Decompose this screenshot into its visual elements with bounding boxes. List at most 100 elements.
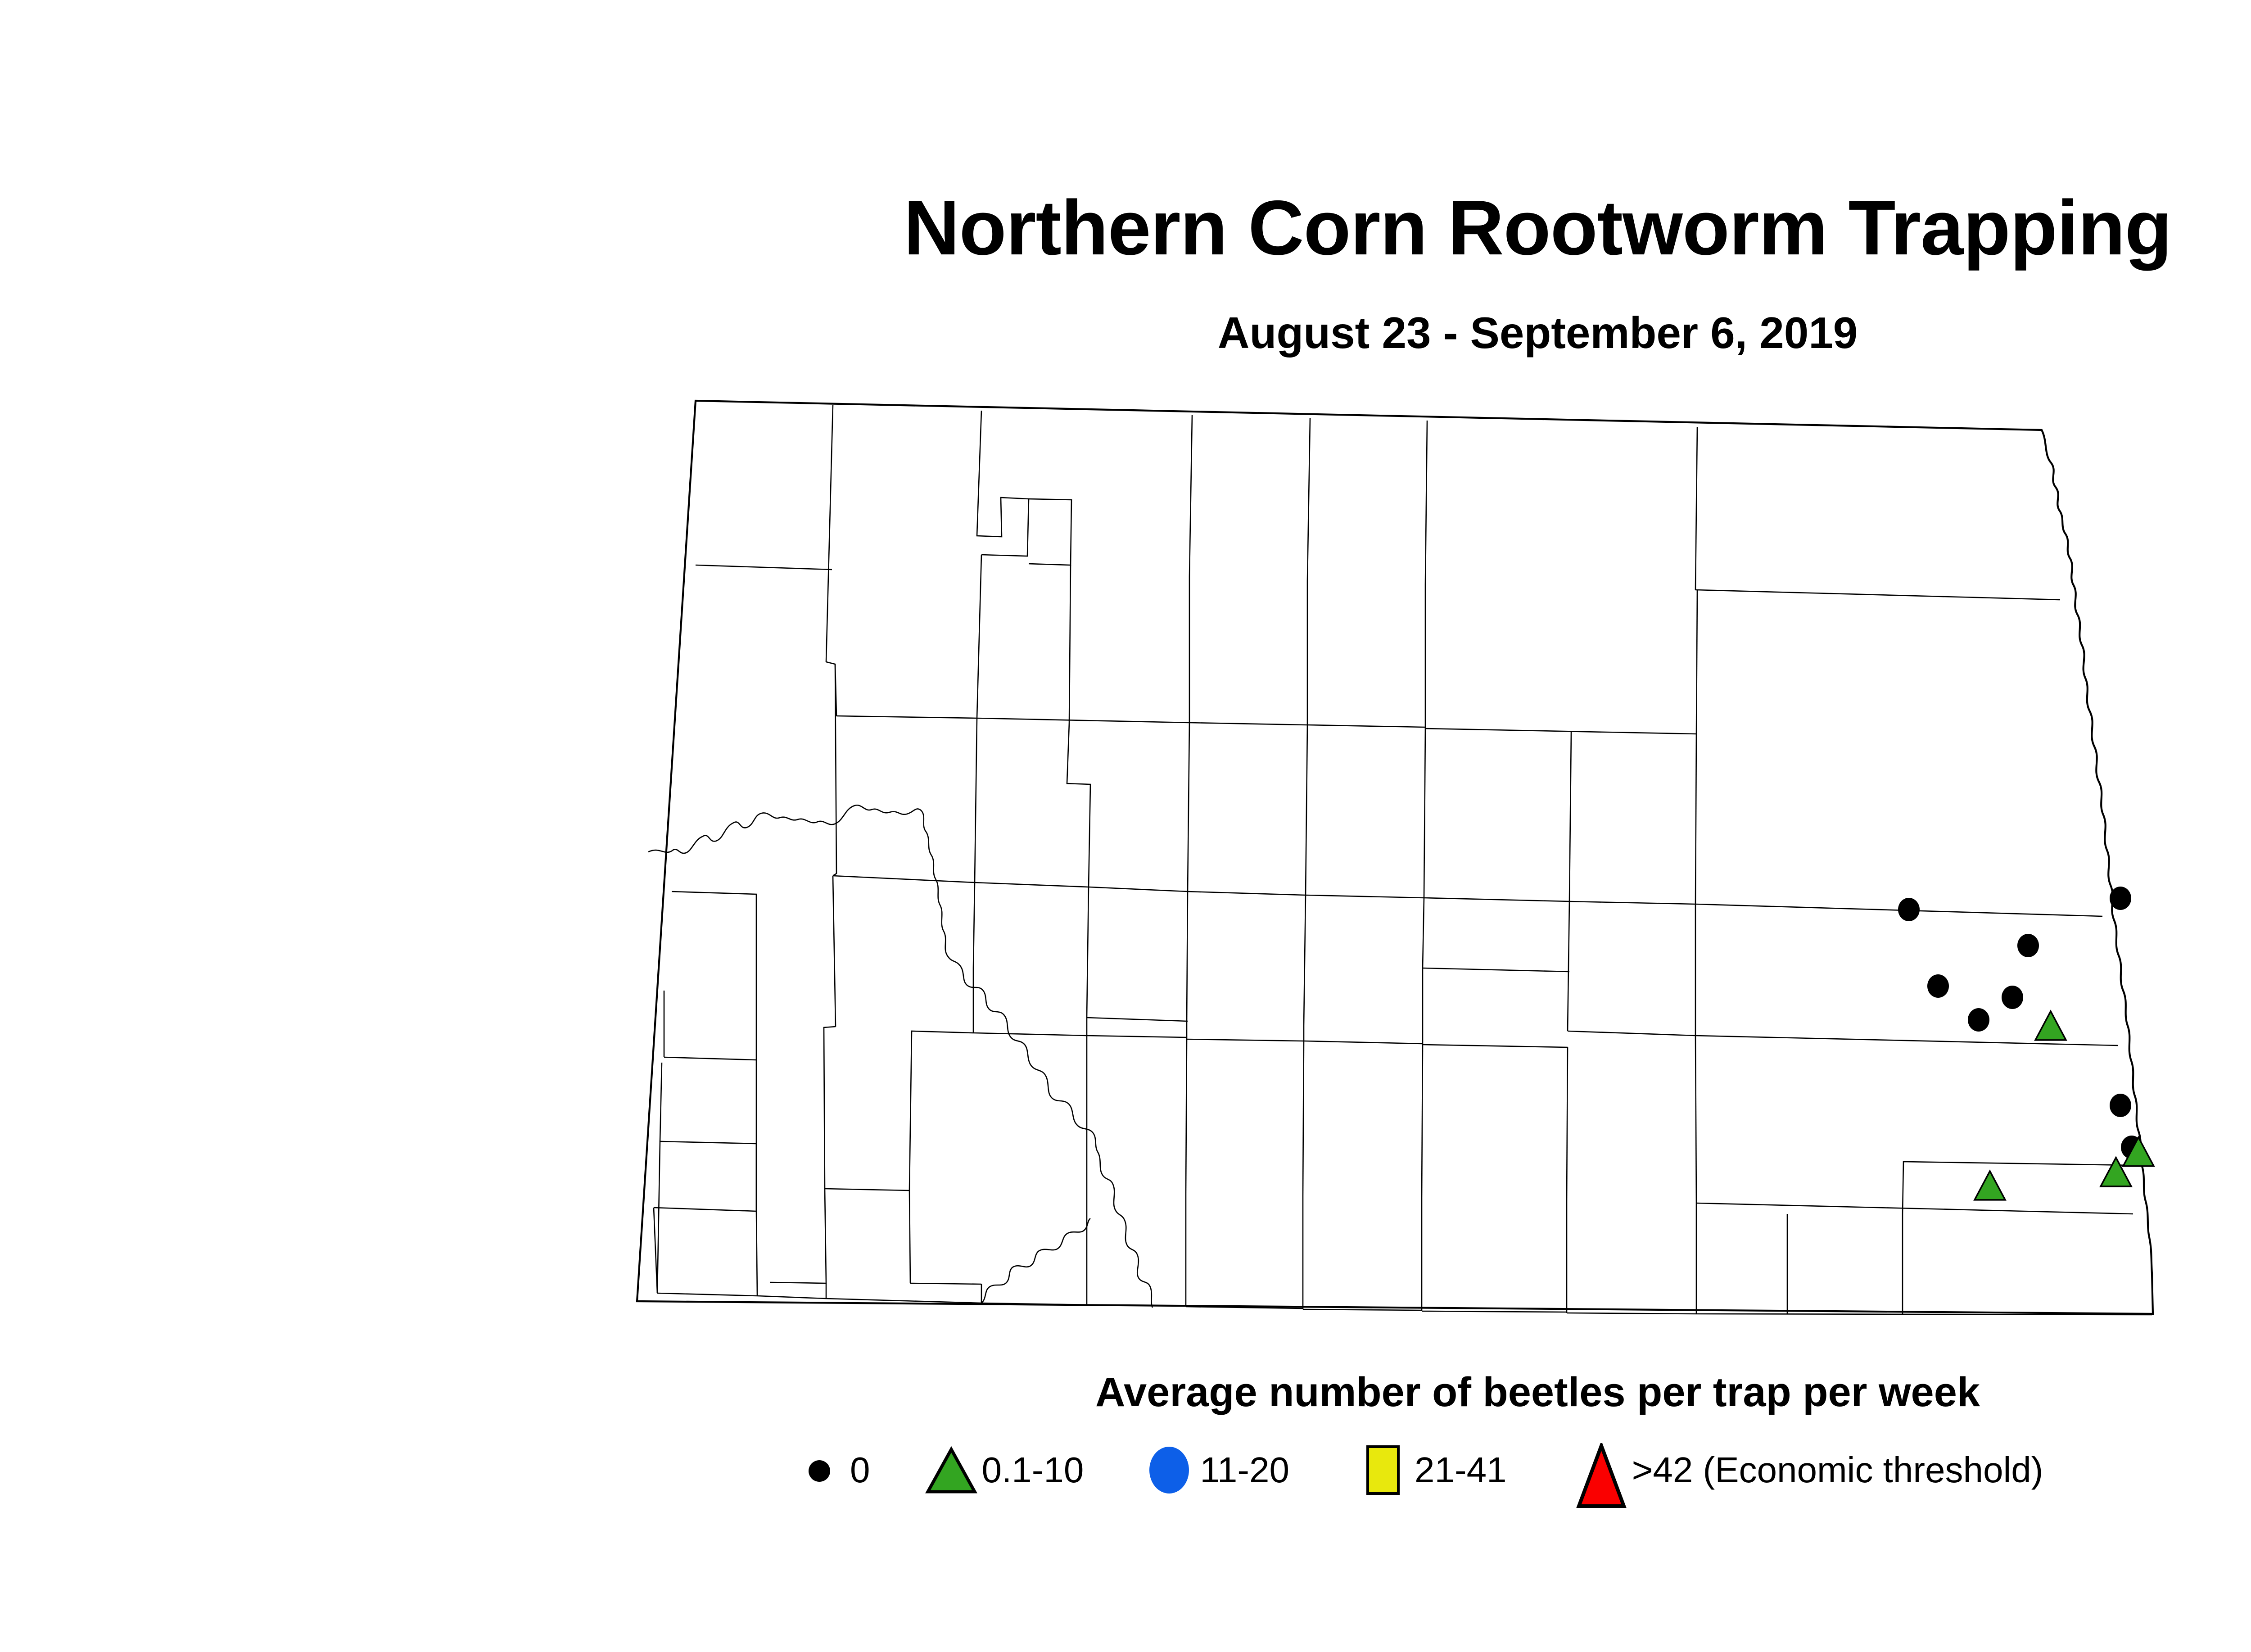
county-boundary	[826, 405, 833, 662]
county-boundary	[1087, 1305, 1186, 1306]
county-boundary	[1569, 901, 1695, 904]
legend-item-mid[interactable]: 11-20	[1142, 1443, 1289, 1497]
county-boundary	[1307, 725, 1425, 727]
legend-label-high: 21-41	[1415, 1450, 1507, 1490]
page-title: Northern Corn Rootworm Trapping	[904, 185, 2172, 271]
legend-label-threshold: >42 (Economic threshold)	[1632, 1450, 2043, 1490]
title-block: Northern Corn Rootworm Trapping	[0, 189, 2251, 267]
legend-item-threshold[interactable]: >42 (Economic threshold)	[1574, 1443, 2043, 1508]
county-boundary	[973, 883, 975, 968]
missouri-river	[1077, 1125, 1153, 1308]
county-boundary	[1187, 892, 1188, 1023]
county-boundary	[1189, 723, 1307, 725]
county-boundary	[1303, 1041, 1304, 1196]
triangle-red-icon	[1574, 1443, 1628, 1508]
county-boundary	[1029, 499, 1071, 565]
county-boundary	[757, 1296, 826, 1299]
county-boundary	[1304, 895, 1306, 1026]
county-boundary	[1422, 1045, 1423, 1198]
county-boundary	[909, 1190, 910, 1283]
data-markers-layer	[1898, 887, 2155, 1201]
map-marker-0[interactable]	[2110, 887, 2131, 910]
legend-item-zero[interactable]: 0	[792, 1443, 870, 1497]
square-yellow-icon	[1357, 1443, 1411, 1497]
map-marker-0-1-10[interactable]	[2122, 1136, 2155, 1167]
county-boundary	[1425, 729, 1697, 734]
county-boundary	[660, 1063, 662, 1141]
county-boundary	[1696, 1314, 2152, 1315]
map-marker-0[interactable]	[1968, 1008, 1989, 1032]
legend-label-low: 0.1-10	[981, 1450, 1084, 1490]
legend-item-low[interactable]: 0.1-10	[924, 1443, 1084, 1497]
triangle-green-icon	[924, 1443, 978, 1497]
county-boundary	[825, 1189, 909, 1190]
county-boundary	[1089, 887, 1188, 892]
county-boundary	[975, 883, 1089, 887]
county-boundary	[1568, 1031, 1695, 1036]
county-boundary	[664, 1057, 756, 1060]
missouri-river-branch	[981, 1218, 1090, 1303]
map-marker-0-1-10[interactable]	[1973, 1169, 2007, 1201]
county-boundary	[975, 718, 977, 883]
map-marker-0[interactable]	[2002, 986, 2023, 1009]
county-boundary	[1423, 968, 1569, 972]
county-boundary	[1189, 415, 1192, 576]
county-boundary	[910, 1283, 981, 1284]
map-marker-0-1-10[interactable]	[2034, 1009, 2067, 1041]
county-boundary	[1186, 1039, 1187, 1193]
county-boundary	[977, 718, 1189, 723]
county-boundary	[1307, 418, 1310, 581]
legend-item-high[interactable]: 21-41	[1357, 1443, 1507, 1497]
county-boundary	[1303, 1309, 1422, 1310]
county-boundary	[1567, 1047, 1568, 1200]
county-boundary	[1696, 1203, 2133, 1214]
subtitle-block: August 23 - September 6, 2019	[0, 311, 2251, 355]
county-boundary	[1696, 590, 1697, 735]
date-range-subtitle: August 23 - September 6, 2019	[1217, 308, 1858, 358]
county-boundary	[1069, 565, 1071, 723]
map-marker-0[interactable]	[2110, 1094, 2131, 1117]
county-boundary	[833, 876, 975, 883]
county-boundary	[973, 1033, 1087, 1036]
county-boundary	[1188, 723, 1189, 892]
county-boundary	[1695, 1036, 1696, 1203]
county-boundary	[977, 555, 981, 718]
map-marker-0[interactable]	[1927, 974, 1949, 998]
map-marker-0[interactable]	[1898, 898, 1920, 921]
circle-blue-icon	[1142, 1443, 1196, 1497]
county-boundary	[1187, 1039, 1304, 1041]
legend-label-zero: 0	[850, 1450, 870, 1490]
county-boundary	[1695, 590, 2060, 600]
county-boundary	[1423, 898, 1424, 968]
county-boundary	[1424, 729, 1425, 898]
county-boundary	[909, 1031, 973, 1190]
county-boundary	[1567, 1313, 1696, 1314]
county-boundary	[981, 1303, 1087, 1305]
legend: 0 0.1-10 11-20 21-41 >42 (Economic thres	[792, 1436, 2043, 1508]
county-boundary	[1695, 1036, 2118, 1046]
map-svg	[621, 387, 2155, 1342]
county-boundary	[1568, 901, 1569, 1031]
county-boundary	[1569, 732, 1571, 901]
county-boundary	[836, 716, 977, 718]
county-boundary	[833, 876, 836, 1027]
county-boundary	[756, 1211, 757, 1296]
county-boundary	[824, 1027, 836, 1189]
legend-caption-block: Average number of beetles per trap per w…	[0, 1369, 2251, 1416]
county-boundary	[657, 1293, 757, 1296]
county-boundary	[654, 1208, 657, 1293]
county-boundary	[826, 1299, 981, 1303]
county-boundary	[672, 892, 756, 1060]
state-outline	[637, 401, 2153, 1314]
county-boundary	[696, 565, 832, 570]
county-boundary	[1424, 898, 1569, 901]
map-marker-0[interactable]	[2017, 934, 2039, 957]
lake-sakakawea-shoreline	[648, 805, 1077, 1125]
county-boundary	[1087, 1036, 1187, 1037]
county-boundary	[1087, 887, 1089, 1018]
map-marker-0-1-10[interactable]	[2099, 1156, 2133, 1187]
county-boundary	[1422, 1311, 1567, 1312]
county-boundary	[1067, 723, 1090, 887]
county-boundary	[1306, 725, 1307, 895]
